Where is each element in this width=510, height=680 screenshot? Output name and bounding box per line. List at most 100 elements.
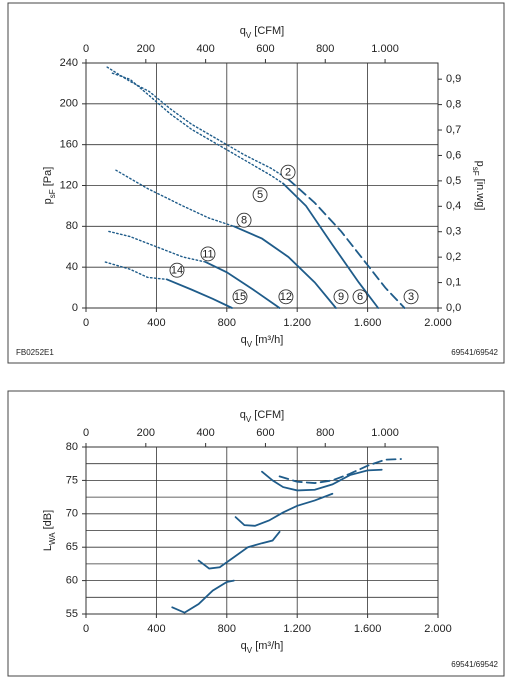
panel-border <box>7 2 505 364</box>
y-tick-label: 80 <box>66 220 78 232</box>
x-axis-label-sub: V <box>247 340 253 349</box>
x2-axis-label-main: q <box>240 25 246 37</box>
annotation-label: 11 <box>202 248 213 260</box>
y-tick-label: 40 <box>66 261 78 273</box>
y-axis-label-sub: sF <box>48 189 57 198</box>
x-axis-label-main: q <box>241 334 247 346</box>
x2-tick-label: 0 <box>83 427 89 439</box>
curve <box>166 278 233 309</box>
x2-axis-label-main: q <box>240 409 246 421</box>
y2-tick-label: 0,7 <box>446 124 461 136</box>
annotation-label: 3 <box>408 291 414 303</box>
annotation-label: 5 <box>257 189 263 201</box>
curve <box>261 468 383 492</box>
curve <box>234 492 334 527</box>
x-tick-label: 400 <box>147 317 165 329</box>
y-axis-label-main: L <box>42 545 54 551</box>
x-tick-label: 1.600 <box>354 623 382 635</box>
x2-tick-label: 400 <box>196 427 214 439</box>
y-tick-label: 65 <box>66 541 78 553</box>
x2-tick-label: 400 <box>196 43 214 55</box>
annotation-label: 8 <box>241 215 247 227</box>
annotation-circle <box>252 187 268 203</box>
x2-tick-label: 1.000 <box>371 427 399 439</box>
curve <box>115 169 235 228</box>
annotation-circle <box>232 289 248 305</box>
x-tick-label: 1.200 <box>283 623 311 635</box>
x-axis-label-rest: [m³/h] <box>252 640 283 652</box>
x2-axis-label-sub: V <box>246 415 252 424</box>
curve <box>197 530 281 570</box>
x-tick-label: 2.000 <box>424 317 452 329</box>
y-tick-label: 70 <box>66 508 78 520</box>
y-axis-label-rest: [Pa] <box>42 167 54 190</box>
annotation-label: 9 <box>338 291 344 303</box>
y-axis-label: LWA [dB] <box>42 510 57 551</box>
annotation-circle <box>200 246 216 262</box>
x2-axis-label-sub: V <box>246 31 252 40</box>
model-number: 69541/69542 <box>451 660 498 669</box>
annotation-circle <box>333 289 349 305</box>
annotation-label: 14 <box>171 265 183 277</box>
x2-axis-label-rest: [CFM] <box>251 409 284 421</box>
x2-axis-label: qV [CFM] <box>240 25 284 40</box>
x-axis-label: qV [m³/h] <box>241 640 284 655</box>
x-tick-label: 800 <box>218 623 236 635</box>
annotation-circle <box>280 164 296 180</box>
x-axis-label-main: q <box>241 640 247 652</box>
curve <box>106 66 290 181</box>
y2-axis-label-sub: sF <box>471 167 480 176</box>
curve <box>278 458 402 484</box>
annotation-circle <box>169 262 185 278</box>
y-axis-label-sub: WA <box>48 532 57 545</box>
y2-tick-label: 0,9 <box>446 73 461 85</box>
annotation-circle <box>352 289 368 305</box>
x2-tick-label: 800 <box>316 43 334 55</box>
x-tick-label: 800 <box>218 317 236 329</box>
y-tick-label: 75 <box>66 474 78 486</box>
annotation-label: 2 <box>285 167 291 179</box>
y-axis-label-main: p <box>42 198 54 204</box>
y2-tick-label: 0,1 <box>446 276 461 288</box>
y-tick-label: 160 <box>60 139 78 151</box>
annotation-circle <box>236 212 252 228</box>
x-tick-label: 2.000 <box>424 623 452 635</box>
curve <box>232 225 337 309</box>
curve <box>108 230 207 263</box>
panel-border <box>7 390 505 677</box>
x-tick-label: 1.600 <box>354 317 382 329</box>
x-axis-label-rest: [m³/h] <box>252 334 283 346</box>
annotation-circle <box>278 289 294 305</box>
x-tick-label: 400 <box>147 623 165 635</box>
y2-tick-label: 0,3 <box>446 226 461 238</box>
y-tick-label: 240 <box>60 57 78 69</box>
x2-tick-label: 600 <box>256 427 274 439</box>
x2-tick-label: 800 <box>316 427 334 439</box>
y2-tick-label: 0,4 <box>446 200 461 212</box>
annotation-label: 15 <box>234 291 246 303</box>
curve <box>171 579 235 614</box>
curve <box>282 182 380 309</box>
figure-code: FB0252E1 <box>16 348 54 357</box>
curve <box>204 261 281 309</box>
model-number: 69541/69542 <box>451 348 498 357</box>
x2-tick-label: 1.000 <box>371 43 399 55</box>
y-tick-label: 0 <box>72 302 78 314</box>
y2-tick-label: 0,5 <box>446 175 461 187</box>
x2-tick-label: 200 <box>137 427 155 439</box>
annotation-label: 6 <box>357 291 363 303</box>
y-tick-label: 120 <box>60 179 78 191</box>
x2-tick-label: 0 <box>83 43 89 55</box>
y-tick-label: 80 <box>66 441 78 453</box>
y2-tick-label: 0,6 <box>446 149 461 161</box>
curve <box>111 72 284 185</box>
y-axis-label: psF [Pa] <box>42 167 57 205</box>
y2-tick-label: 0,8 <box>446 99 461 111</box>
y2-axis-label-rest: [in.wg] <box>474 176 486 211</box>
y2-axis-label: psF [in.wg] <box>471 161 486 211</box>
x2-tick-label: 600 <box>256 43 274 55</box>
curve <box>104 261 168 281</box>
x-tick-label: 0 <box>83 317 89 329</box>
x-axis-label-sub: V <box>247 646 253 655</box>
